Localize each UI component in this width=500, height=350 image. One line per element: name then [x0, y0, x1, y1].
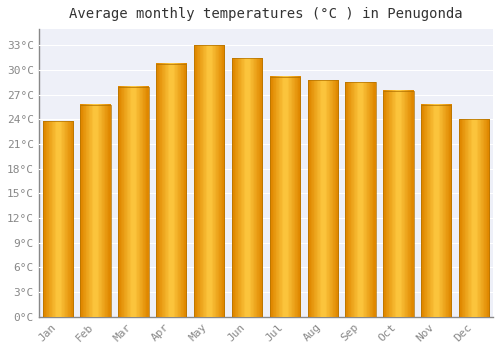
Bar: [459, 119, 490, 317]
Bar: [232, 58, 262, 317]
Bar: [384, 91, 414, 317]
Bar: [421, 105, 452, 317]
Bar: [156, 64, 186, 317]
Bar: [346, 83, 376, 317]
Bar: [308, 80, 338, 317]
Title: Average monthly temperatures (°C ) in Penugonda: Average monthly temperatures (°C ) in Pe…: [69, 7, 462, 21]
Bar: [80, 105, 110, 317]
Bar: [194, 46, 224, 317]
Bar: [270, 77, 300, 317]
Bar: [118, 86, 148, 317]
Bar: [42, 121, 73, 317]
